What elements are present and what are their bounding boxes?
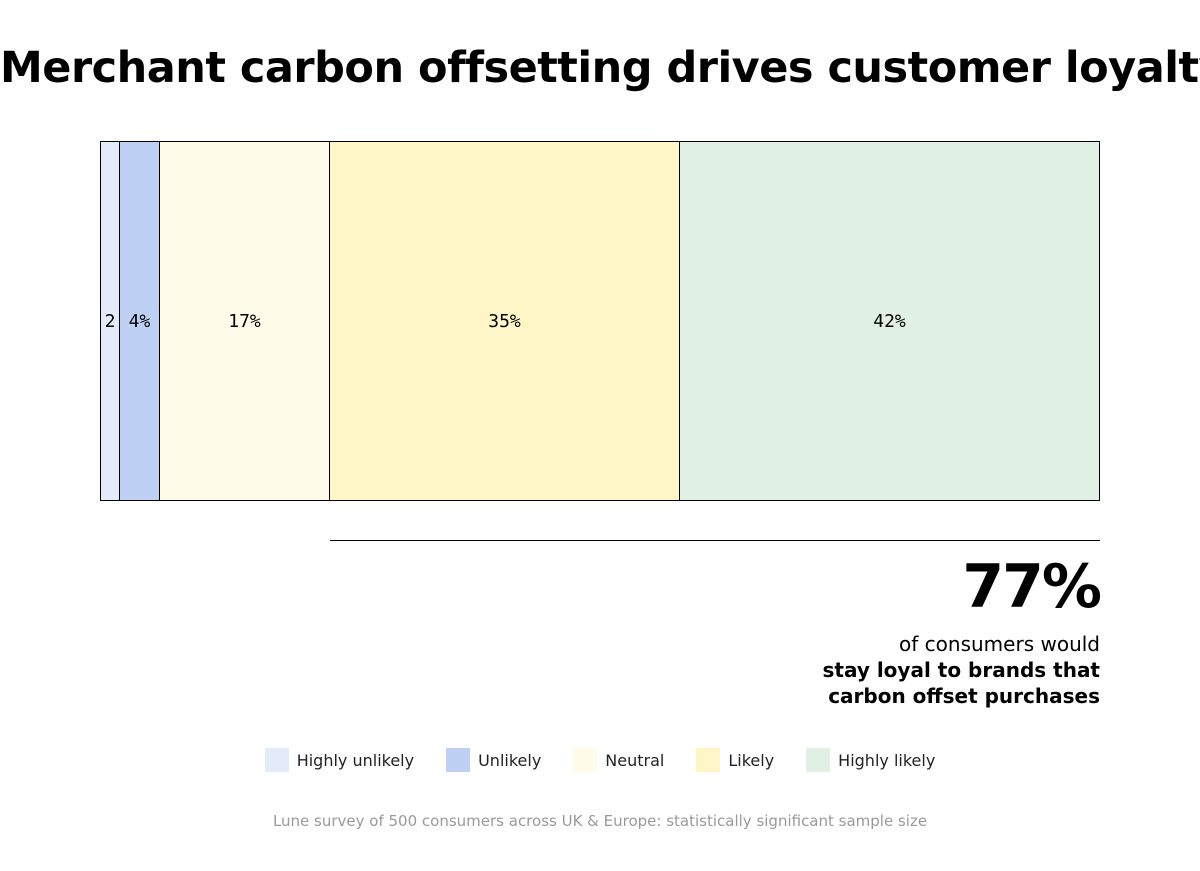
highlight-caption-line-1: of consumers would xyxy=(899,632,1100,656)
bar-segment-highly-likely: 42% xyxy=(680,141,1100,501)
legend-label: Highly unlikely xyxy=(296,750,415,770)
stacked-bar: 2 4% 17% 35% 42% xyxy=(100,141,1100,501)
legend-label: Likely xyxy=(728,750,775,770)
highlight-caption: of consumers would stay loyal to brands … xyxy=(822,631,1100,709)
bar-segment-label: 35% xyxy=(488,310,521,332)
bar-segment-neutral: 17% xyxy=(160,141,330,501)
legend-swatch xyxy=(696,748,721,772)
chart-title: Merchant carbon offsetting drives custom… xyxy=(0,43,1200,93)
legend-label: Highly likely xyxy=(838,750,936,770)
legend-item: Unlikely xyxy=(446,748,541,772)
highlight-percentage: 77% xyxy=(962,552,1102,622)
legend-item: Neutral xyxy=(573,748,664,772)
bar-segment-unlikely: 4% xyxy=(120,141,160,501)
highlight-caption-line-2: stay loyal to brands that xyxy=(822,658,1100,682)
bar-segment-label: 42% xyxy=(873,310,906,332)
legend-swatch xyxy=(446,748,471,772)
bar-segment-likely: 35% xyxy=(330,141,680,501)
bar-segment-label: 2 xyxy=(104,310,116,332)
legend-swatch xyxy=(264,748,289,772)
bar-segment-label: 17% xyxy=(228,310,261,332)
legend-swatch xyxy=(806,748,831,772)
source-footnote: Lune survey of 500 consumers across UK &… xyxy=(272,812,928,830)
bar-segment-highly-unlikely: 2 xyxy=(100,141,120,501)
chart-legend: Highly unlikely Unlikely Neutral Likely High… xyxy=(0,748,1200,772)
legend-item: Highly unlikely xyxy=(264,748,415,772)
legend-swatch xyxy=(573,748,598,772)
bar-segment-label: 4% xyxy=(128,310,151,332)
legend-label: Unlikely xyxy=(478,750,542,770)
legend-label: Neutral xyxy=(605,750,665,770)
legend-item: Likely xyxy=(696,748,774,772)
highlight-caption-line-3: carbon offset purchases xyxy=(828,684,1100,708)
legend-item: Highly likely xyxy=(806,748,935,772)
likely-bracket-line xyxy=(330,540,1100,541)
